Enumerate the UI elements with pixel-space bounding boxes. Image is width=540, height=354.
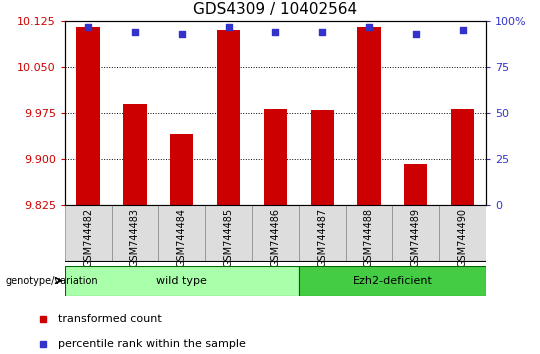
Point [224, 24, 233, 30]
Point [458, 28, 467, 33]
Point [318, 29, 327, 35]
Point [271, 29, 280, 35]
Bar [65, 266, 299, 296]
Bar [217, 30, 240, 205]
Point [411, 31, 420, 37]
Point [178, 31, 186, 37]
Text: GSM744487: GSM744487 [317, 208, 327, 267]
Bar [299, 205, 346, 262]
Bar [264, 109, 287, 205]
Bar [451, 109, 474, 205]
Text: GSM744482: GSM744482 [83, 208, 93, 267]
Bar [404, 164, 428, 205]
Bar [205, 205, 252, 262]
Bar [123, 104, 147, 205]
Text: GSM744483: GSM744483 [130, 208, 140, 267]
Point [364, 24, 373, 30]
Text: GSM744488: GSM744488 [364, 208, 374, 267]
Bar [346, 205, 393, 262]
Title: GDS4309 / 10402564: GDS4309 / 10402564 [193, 2, 357, 17]
Bar [439, 205, 486, 262]
Bar [252, 205, 299, 262]
Bar [357, 27, 381, 205]
Bar [393, 205, 439, 262]
Text: Ezh2-deficient: Ezh2-deficient [353, 275, 433, 286]
Bar [65, 205, 112, 262]
Bar [299, 266, 486, 296]
Point [84, 24, 92, 30]
Bar [77, 27, 100, 205]
Text: transformed count: transformed count [58, 314, 161, 324]
Text: GSM744490: GSM744490 [457, 208, 468, 267]
Bar [310, 110, 334, 205]
Text: wild type: wild type [157, 275, 207, 286]
Bar [112, 205, 158, 262]
Bar [158, 205, 205, 262]
Text: GSM744489: GSM744489 [411, 208, 421, 267]
Bar [170, 133, 193, 205]
Text: GSM744486: GSM744486 [271, 208, 280, 267]
Point [131, 29, 139, 35]
Text: GSM744485: GSM744485 [224, 208, 234, 267]
Text: GSM744484: GSM744484 [177, 208, 187, 267]
Text: genotype/variation: genotype/variation [5, 276, 98, 286]
Text: percentile rank within the sample: percentile rank within the sample [58, 339, 246, 349]
